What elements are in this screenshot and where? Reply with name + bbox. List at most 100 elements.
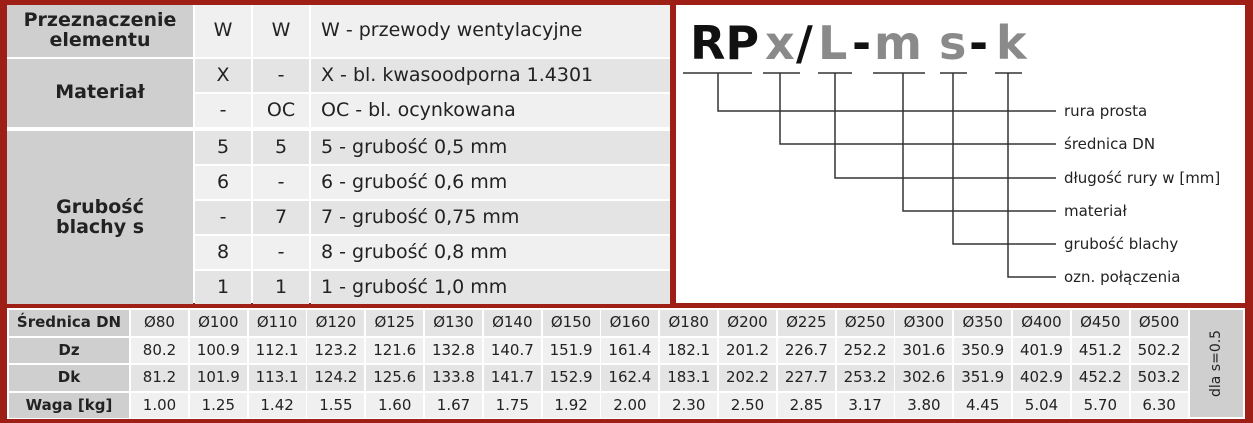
dim-cell: 451.2: [1071, 338, 1129, 363]
dim-cell: 502.2: [1130, 338, 1188, 363]
spec-cell: -: [195, 201, 251, 234]
dim-cell: Ø130: [425, 310, 482, 336]
spec-cell: 1: [195, 271, 251, 304]
diagram-bg: [676, 5, 1245, 303]
leader: [779, 73, 1056, 145]
dim-cell: 140.7: [483, 338, 541, 363]
header-cell: W: [253, 5, 309, 57]
dim-cell: 202.2: [719, 365, 776, 391]
dim-cell: 402.9: [1013, 365, 1070, 391]
spec-cell: 5 - grubość 0,5 mm: [311, 131, 670, 164]
dim-cell: 1.67: [425, 393, 482, 418]
row-label: Średnica DN: [9, 310, 129, 336]
dim-cell: 132.8: [425, 338, 482, 363]
header-cell: W - przewody wentylacyjne: [311, 5, 670, 57]
dim-cell: 3.80: [895, 393, 953, 418]
dim-cell: 152.9: [542, 365, 600, 391]
spec-cell: 5: [253, 131, 309, 164]
dim-cell: Ø350: [954, 310, 1012, 336]
group-label: Materiał: [7, 59, 193, 127]
spec-cell: 6: [195, 166, 251, 199]
dim-cell: 1.75: [483, 393, 541, 418]
dim-cell: Ø300: [895, 310, 953, 336]
dim-cell: 5.70: [1071, 393, 1129, 418]
dim-cell: Ø120: [307, 310, 365, 336]
dim-cell: 2.00: [601, 393, 659, 418]
spec-cell: -: [253, 236, 309, 269]
spec-cell: OC: [253, 94, 309, 127]
dim-cell: 123.2: [307, 338, 365, 363]
dim-cell: 161.4: [601, 338, 659, 363]
code-part: -: [969, 16, 988, 70]
dim-cell: 162.4: [601, 365, 659, 391]
spec-cell: -: [253, 166, 309, 199]
dim-cell: 125.6: [366, 365, 424, 391]
dim-cell: 301.6: [895, 338, 953, 363]
dim-cell: Ø140: [483, 310, 541, 336]
dim-cell: 252.2: [836, 338, 894, 363]
spec-cell: 5: [195, 131, 251, 164]
leader: [834, 73, 1056, 179]
spec-cell: OC - bl. ocynkowana: [311, 94, 670, 127]
dim-cell: 503.2: [1130, 365, 1188, 391]
spec-cell: 8: [195, 236, 251, 269]
spec-cell: 6 - grubość 0,6 mm: [311, 166, 670, 199]
row-label: Waga [kg]: [9, 393, 129, 418]
spec-cell: 1: [253, 271, 309, 304]
dim-cell: 302.6: [895, 365, 953, 391]
dim-cell: Ø500: [1130, 310, 1188, 336]
spec-cell: -: [253, 59, 309, 92]
dim-cell: 351.9: [954, 365, 1012, 391]
dim-cell: 1.42: [248, 393, 306, 418]
spec-cell: -: [195, 94, 251, 127]
dim-cell: Ø180: [660, 310, 718, 336]
dim-cell: 227.7: [777, 365, 835, 391]
dim-cell: Ø110: [248, 310, 306, 336]
dim-cell: 80.2: [131, 338, 188, 363]
dim-cell: 2.85: [777, 393, 835, 418]
dim-cell: 121.6: [366, 338, 424, 363]
dim-cell: 182.1: [660, 338, 718, 363]
dim-cell: 2.50: [719, 393, 776, 418]
spec-cell: 7 - grubość 0,75 mm: [311, 201, 670, 234]
code-label: grubość blachy: [1064, 235, 1178, 253]
dim-cell: 183.1: [660, 365, 718, 391]
dim-cell: Ø80: [131, 310, 188, 336]
spec-cell: 7: [253, 201, 309, 234]
dim-cell: 401.9: [1013, 338, 1070, 363]
dim-cell: 1.00: [131, 393, 188, 418]
code-part: k: [996, 16, 1028, 70]
code-part: m: [874, 16, 922, 70]
row-label: Dz: [9, 338, 129, 363]
dim-cell: 101.9: [189, 365, 247, 391]
dim-cell: 5.04: [1013, 393, 1070, 418]
code-part: RP: [690, 16, 759, 70]
dim-cell: 452.2: [1071, 365, 1129, 391]
dim-cell: Ø200: [719, 310, 776, 336]
code-part: x: [765, 16, 795, 70]
leader: [717, 73, 1056, 112]
code-label: długość rury w [mm]: [1064, 169, 1220, 187]
leader: [952, 73, 1056, 245]
dim-cell: 100.9: [189, 338, 247, 363]
dim-cell: Ø100: [189, 310, 247, 336]
code-label: rura prosta: [1064, 102, 1147, 120]
spec-cell: 1 - grubość 1,0 mm: [311, 271, 670, 304]
dim-cell: 1.92: [542, 393, 600, 418]
dim-cell: 201.2: [719, 338, 776, 363]
code-label: średnica DN: [1064, 135, 1155, 153]
spec-table: Przeznaczenie elementu W W W - przewody wen…: [7, 5, 670, 304]
dim-cell: 1.60: [366, 393, 424, 418]
dim-cell: 81.2: [131, 365, 188, 391]
dim-cell: 112.1: [248, 338, 306, 363]
dim-cell: 1.25: [189, 393, 247, 418]
dim-cell: 6.30: [1130, 393, 1188, 418]
dim-cell: Ø125: [366, 310, 424, 336]
leader: [1007, 73, 1056, 278]
dim-cell: 141.7: [483, 365, 541, 391]
dim-cell: 226.7: [777, 338, 835, 363]
dim-cell: 2.30: [660, 393, 718, 418]
spec-cell: X: [195, 59, 251, 92]
